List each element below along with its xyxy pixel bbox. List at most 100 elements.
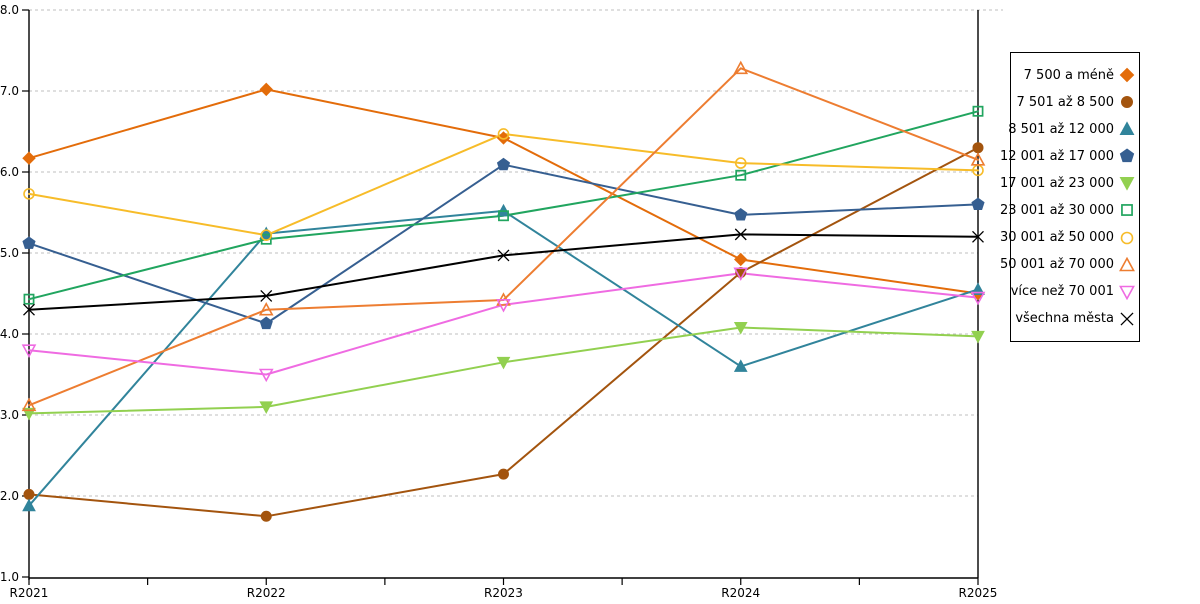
data-point [22, 498, 36, 512]
y-tick-label: 1.0 [0, 570, 19, 584]
data-point [1119, 177, 1135, 192]
legend-label: 12 001 až 17 000 [999, 148, 1114, 164]
data-point [496, 299, 511, 313]
diamond-legend-icon [1119, 67, 1135, 83]
data-point [970, 291, 986, 306]
data-point [1120, 312, 1134, 326]
data-point [260, 289, 273, 302]
data-point [23, 303, 35, 316]
legend-item: 23 001 až 30 000 [1000, 202, 1139, 218]
y-tick-label: 3.0 [0, 408, 19, 422]
data-point [21, 344, 37, 358]
data-point [260, 229, 273, 241]
legend-label: 17 001 až 23 000 [999, 175, 1114, 191]
data-point [23, 293, 35, 305]
data-point [22, 236, 36, 249]
series-line-7 [28, 67, 979, 407]
data-point [1119, 121, 1135, 136]
data-point [22, 151, 36, 165]
x-tick-label: R2022 [247, 586, 286, 600]
data-point [734, 157, 747, 169]
data-point [496, 157, 511, 171]
legend-label: 30 001 až 50 000 [999, 230, 1114, 246]
data-point [259, 316, 273, 330]
data-point [970, 152, 986, 166]
legend-item: 12 001 až 17 000 [1000, 148, 1139, 164]
y-tick-label: 6.0 [0, 165, 19, 179]
data-point [733, 322, 748, 335]
x-tick-label: R2025 [959, 586, 998, 600]
legend-label: 8 501 až 12 000 [1008, 121, 1114, 137]
data-point [972, 230, 984, 243]
x-tick-label: R2021 [10, 586, 49, 600]
data-point [733, 359, 748, 372]
pentagon-legend-icon [1119, 148, 1135, 163]
data-point [23, 488, 35, 500]
y-tick-label: 4.0 [0, 327, 19, 341]
y-tick-label: 2.0 [0, 489, 19, 503]
data-point [21, 397, 37, 412]
legend-item: 50 001 až 70 000 [1000, 256, 1139, 273]
triangle-up-legend-icon [1119, 121, 1135, 136]
legend-item: všechna města [1011, 311, 1139, 327]
triangle-down-legend-icon [1119, 285, 1135, 300]
data-point [734, 228, 747, 241]
data-point [734, 208, 748, 221]
legend-label: 50 001 až 70 000 [999, 257, 1114, 273]
triangle-up-legend-icon [1119, 256, 1135, 271]
data-point [1120, 231, 1134, 244]
triangle-down-legend-icon [1119, 177, 1135, 192]
data-point [971, 197, 985, 210]
data-point [971, 282, 985, 295]
data-point [734, 252, 748, 267]
circle-legend-icon [1121, 96, 1133, 109]
legend-item: 7 501 až 8 500 [1011, 94, 1139, 110]
data-point [972, 142, 984, 154]
legend-label: 7 501 až 8 500 [1016, 94, 1115, 110]
data-point [259, 226, 274, 240]
data-point [1119, 67, 1135, 83]
data-point [259, 82, 273, 97]
legend-item: 17 001 až 23 000 [1000, 175, 1139, 192]
x-legend-icon [1120, 312, 1134, 326]
data-point [259, 401, 274, 414]
y-tick-label: 8.0 [0, 3, 19, 17]
legend-item: více než 70 001 [1011, 284, 1139, 300]
circle-legend-icon [1120, 231, 1134, 244]
x-tick-label: R2024 [721, 586, 760, 600]
x-tick-label: R2023 [484, 586, 523, 600]
legend-item: 30 001 až 50 000 [1000, 230, 1139, 246]
data-point [1121, 96, 1133, 109]
data-point [498, 468, 509, 480]
data-point [498, 210, 509, 222]
data-point [735, 169, 747, 181]
square-legend-icon [1121, 204, 1133, 217]
data-point [497, 128, 510, 140]
series-line-4 [28, 326, 979, 415]
legend-item: 8 501 až 12 000 [1008, 121, 1139, 137]
data-point [1119, 285, 1135, 300]
data-point [1119, 256, 1135, 271]
data-point [972, 105, 984, 117]
data-point [258, 302, 274, 316]
data-point [497, 249, 510, 262]
legend-label: více než 70 001 [1010, 284, 1114, 300]
data-point [1121, 204, 1133, 217]
y-tick-label: 5.0 [0, 246, 19, 260]
legend: 7 500 a méně 7 501 až 8 500 8 501 až 12 00… [1000, 52, 1140, 342]
data-point [733, 267, 749, 281]
data-point [258, 368, 274, 383]
legend-label: 7 500 a méně [1023, 67, 1114, 83]
data-point [971, 330, 985, 344]
data-point [23, 188, 35, 200]
data-point [733, 60, 749, 75]
data-point [496, 356, 511, 370]
data-point [22, 407, 36, 421]
legend-label: všechna města [1015, 311, 1114, 327]
y-tick-label: 7.0 [0, 84, 19, 98]
data-point [260, 510, 272, 522]
series-line-9 [28, 233, 979, 311]
data-point [260, 233, 272, 245]
